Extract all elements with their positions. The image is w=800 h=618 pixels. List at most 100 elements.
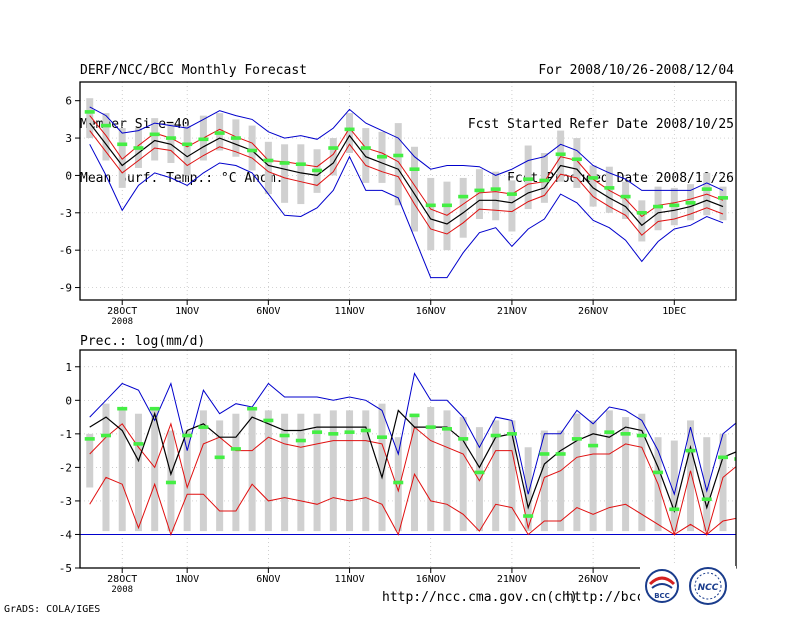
y-tick-label: 0 [65, 169, 72, 182]
median-marker [571, 157, 582, 162]
median-marker [295, 162, 306, 167]
spread-bar [183, 430, 191, 532]
median-marker [458, 437, 469, 441]
spread-bar [281, 413, 289, 532]
x-tick-label: 1NOV [175, 574, 199, 585]
median-marker [636, 433, 647, 438]
spread-bar [297, 144, 305, 205]
spread-bar [118, 128, 126, 188]
spread-bar [605, 410, 613, 532]
spread-bar [703, 437, 711, 532]
spread-bar [622, 181, 630, 220]
median-marker [182, 433, 193, 438]
median-marker [474, 470, 485, 475]
y-tick-label: -1 [59, 428, 72, 441]
bcc-logo-text: BCC [654, 592, 670, 600]
spread-bar [638, 200, 646, 242]
ensemble-mean-line [89, 122, 724, 227]
spread-bar [735, 433, 736, 532]
x-tick-label: 26NOV [578, 574, 608, 585]
y-tick-label: -6 [59, 244, 72, 257]
median-marker [523, 177, 534, 181]
spread-bar [508, 180, 516, 232]
y-tick-label: -4 [59, 528, 73, 541]
spread-bar [427, 177, 435, 251]
spread-bar [654, 186, 662, 231]
median-marker [263, 158, 274, 163]
x-tick-label: 26NOV [578, 306, 608, 317]
median-marker [165, 480, 176, 485]
median-marker [149, 132, 160, 137]
median-marker [653, 470, 664, 475]
year-label: 2008 [111, 585, 133, 595]
spread-bar [264, 141, 272, 195]
spread-bar [557, 430, 565, 532]
median-marker [279, 161, 290, 165]
spread-bar [281, 144, 289, 203]
spread-bar [719, 433, 727, 532]
spread-bar [264, 410, 272, 532]
ensemble-mean-line [89, 409, 736, 514]
spread-bar [313, 413, 321, 532]
spread-bar [622, 417, 630, 532]
median-marker [588, 176, 599, 180]
median-marker [571, 437, 582, 441]
median-marker [377, 154, 388, 159]
median-marker [312, 430, 323, 434]
ncc-url-link[interactable]: http://ncc.cma.gov.cn(ch) [382, 590, 578, 605]
spread-bar [378, 403, 386, 532]
median-marker [230, 447, 241, 451]
spread-bar [638, 413, 646, 532]
bcc-url-link[interactable]: http://bcc. [566, 590, 653, 605]
spread-bar [492, 171, 500, 221]
forecast-title: DERF/NCC/BCC Monthly Forecast [80, 63, 307, 78]
spread-bar [508, 420, 516, 532]
x-tick-label: 28OCT [107, 574, 137, 585]
median-marker [458, 194, 469, 199]
spread-bar [362, 128, 370, 183]
median-marker [718, 196, 729, 200]
median-marker [425, 203, 436, 208]
median-marker [718, 455, 729, 460]
median-marker [490, 187, 501, 191]
panel-title: Prec.: log(mm/d) [80, 334, 205, 349]
y-tick-label: -2 [59, 461, 72, 474]
x-tick-label: 6NOV [256, 574, 280, 585]
median-marker [295, 438, 306, 443]
median-marker [214, 455, 225, 460]
median-marker [133, 146, 144, 150]
spread-bar [475, 169, 483, 220]
y-tick-label: 0 [65, 394, 72, 407]
x-tick-label: 11NOV [334, 306, 364, 317]
median-marker [165, 136, 176, 140]
median-marker [604, 430, 615, 434]
upper-std-line [89, 115, 724, 218]
plot-area [80, 82, 736, 300]
spread-bar [670, 440, 678, 532]
year-label: 2008 [111, 317, 133, 327]
median-marker [117, 142, 128, 147]
median-marker [604, 186, 615, 190]
median-marker [100, 433, 111, 438]
spread-bar [346, 410, 354, 532]
median-marker [133, 442, 144, 446]
median-marker [328, 432, 339, 436]
median-marker [279, 433, 290, 438]
bcc-logo-icon: BCC [645, 569, 679, 603]
envelope-max-line [89, 372, 736, 496]
spread-bar [540, 430, 548, 532]
median-marker [214, 131, 225, 135]
lower-std-line [89, 130, 724, 236]
spread-bar [86, 433, 94, 488]
envelope-max-line [89, 106, 724, 191]
x-tick-label: 28OCT [107, 306, 137, 317]
spread-bar [459, 177, 467, 238]
spread-bar [589, 420, 597, 532]
plot-frame [79, 349, 737, 569]
spread-bar [459, 417, 467, 532]
spread-bar [573, 138, 581, 188]
plot-frame [79, 81, 737, 301]
spread-bar [524, 447, 532, 532]
spread-bar [346, 113, 354, 154]
